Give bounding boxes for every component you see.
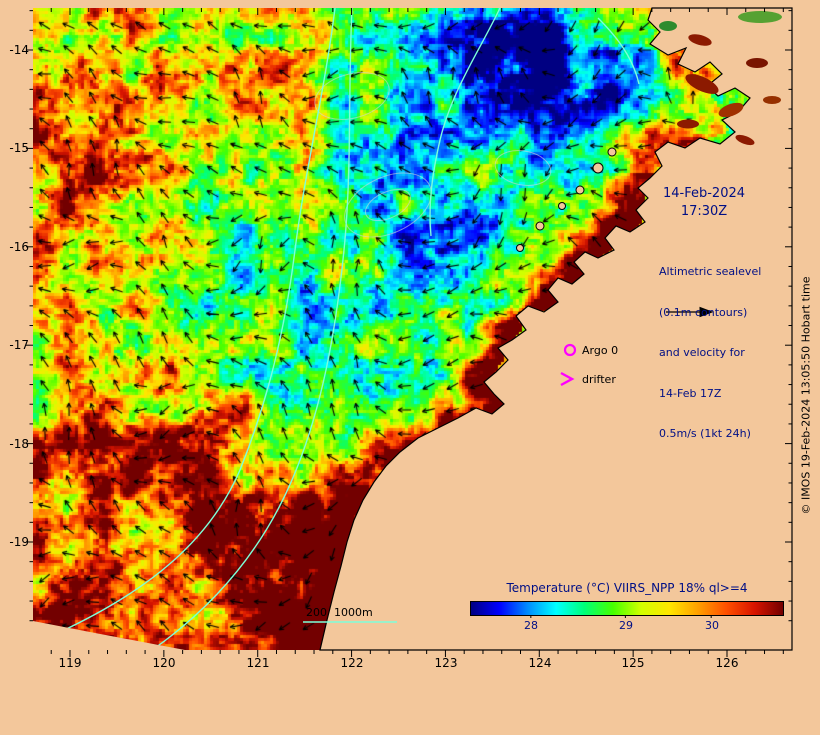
lon-tick-label: 123 xyxy=(434,656,458,670)
depth-legend-label: 200 1000m xyxy=(306,606,373,619)
lon-tick-label: 120 xyxy=(152,656,176,670)
copyright-text: © IMOS 19-Feb-2024 13:05:50 Hobart time xyxy=(799,275,813,515)
lat-tick-label: -17 xyxy=(9,338,29,352)
colorbar xyxy=(470,601,784,616)
argo-label: Argo 0 xyxy=(582,344,619,357)
colorbar-label: Temperature (°C) VIIRS_NPP 18% ql>=4 xyxy=(506,581,748,595)
lon-tick-label: 121 xyxy=(246,656,270,670)
colorbar-tick-label: 28 xyxy=(524,619,538,632)
altimetric-line: Altimetric sealevel xyxy=(659,265,762,278)
lon-tick-label: 122 xyxy=(340,656,364,670)
lon-tick-label: 126 xyxy=(715,656,739,670)
lat-tick-label: -19 xyxy=(9,535,29,549)
altimetric-line: and velocity for xyxy=(659,346,745,359)
lon-tick-label: 125 xyxy=(621,656,645,670)
timestamp-date: 14-Feb-2024 xyxy=(662,186,746,201)
colorbar-tick-label: 29 xyxy=(619,619,633,632)
altimetric-note: Altimetric sealevel (0.1m contours) and … xyxy=(659,238,761,468)
sst-map-figure: -14 -15 -16 -17 -18 -19 119 120 121 122 … xyxy=(9,7,813,670)
lat-tick-label: -16 xyxy=(9,240,29,254)
lat-tick-label: -18 xyxy=(9,437,29,451)
colorbar-tick-label: 30 xyxy=(705,619,719,632)
altimetric-line: 0.5m/s (1kt 24h) xyxy=(659,427,751,440)
lat-tick-label: -14 xyxy=(9,43,29,57)
altimetric-line: 14-Feb 17Z xyxy=(659,386,722,400)
lat-tick-label: -15 xyxy=(9,141,29,155)
drifter-label: drifter xyxy=(582,373,616,386)
lon-tick-label: 124 xyxy=(528,656,552,670)
lon-tick-label: 119 xyxy=(58,656,82,670)
copyright-container: © IMOS 19-Feb-2024 13:05:50 Hobart time xyxy=(793,55,819,735)
timestamp-time: 17:30Z xyxy=(680,204,728,219)
altimetric-line: (0.1m contours) xyxy=(659,305,748,319)
